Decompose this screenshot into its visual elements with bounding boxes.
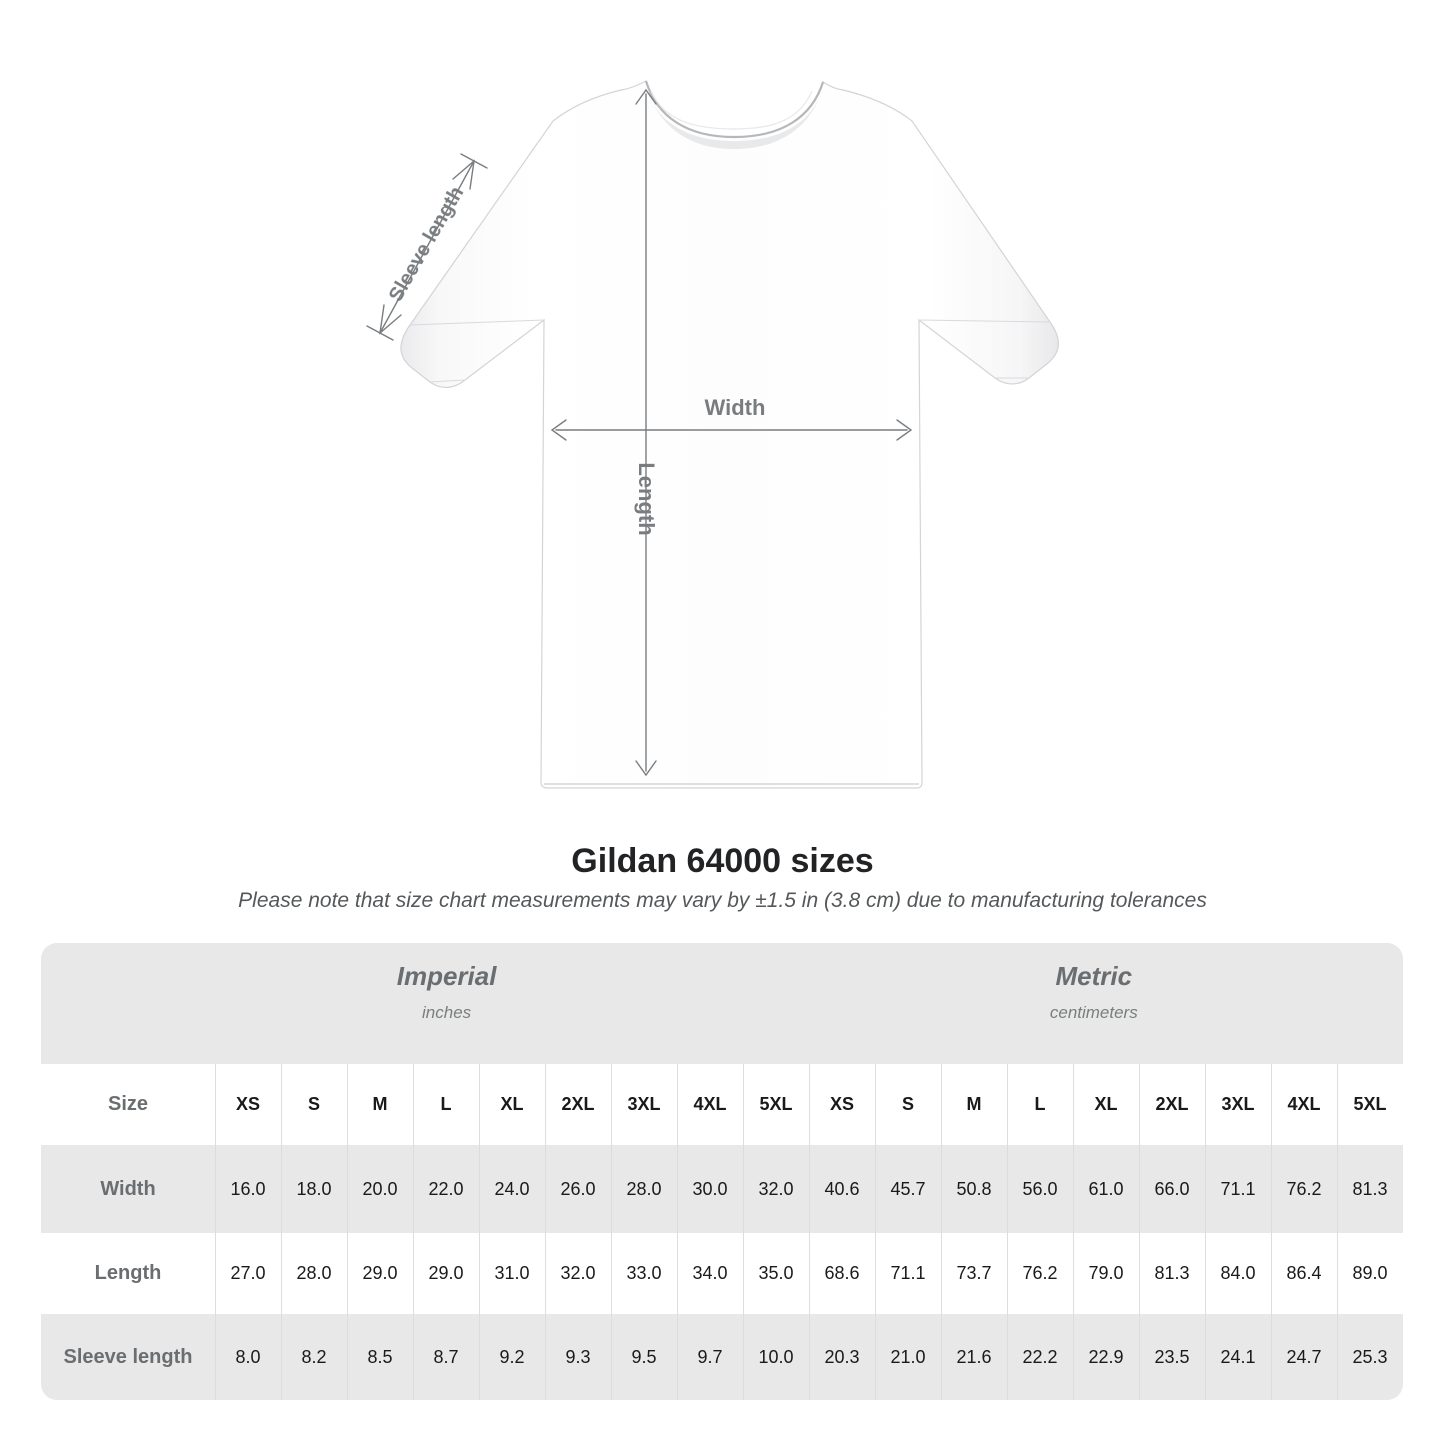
svg-text:Width: Width: [705, 395, 766, 420]
